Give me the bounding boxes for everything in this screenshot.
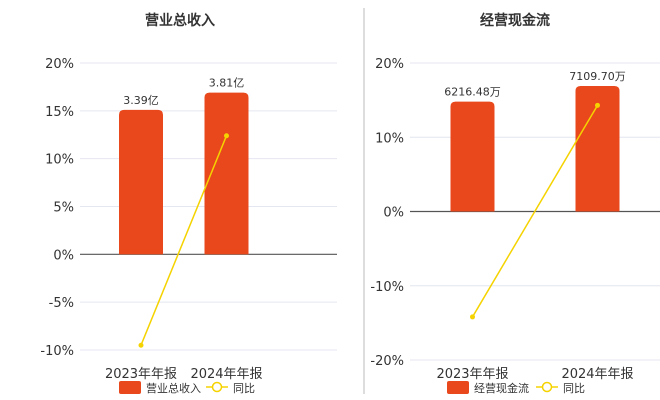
chart-title: 经营现金流 [480,12,550,29]
bar-data-label: 3.39亿 [123,94,159,107]
x-axis-categories: 2023年年报 2024年年报 [105,367,263,382]
legend-line-label: 同比 [563,382,585,395]
y-tick-label: 5% [53,201,74,216]
revenue-chart-panel: 营业总收入 -10% -5% 0% 5% 10% 15% 20% 3.39亿 3.81亿 20… [40,12,337,395]
y-tick-label: 20% [45,57,74,72]
bar-data-label: 6216.48万 [444,86,501,99]
y-tick-label: 0% [53,248,74,263]
yoy-line [471,104,599,318]
y-tick-label: 20% [375,57,404,72]
legend-bar-swatch [447,381,469,394]
x-category-label: 2024年年报 [561,367,633,382]
legend: 营业总收入 同比 [119,381,255,395]
bar-data-label: 3.81亿 [209,77,245,90]
y-tick-label: -20% [370,354,404,369]
cashflow-chart-panel: 经营现金流 -20%-10%0%10%20% 6216.48万7109.70万 … [370,12,660,395]
yoy-line-series [470,102,600,320]
bar-series: 6216.48万 7109.70万 [444,70,626,212]
bar-data-label: 7109.70万 [569,70,626,83]
x-category-label: 2024年年报 [190,367,262,382]
y-tick-label: -10% [370,280,404,295]
y-axis-ticks: -20% -10% 0% 10% 20% [370,57,404,369]
bar [204,92,249,255]
bar [575,86,620,212]
legend-bar-label: 营业总收入 [146,381,201,395]
y-tick-label: 10% [375,131,404,146]
bar-series: 3.39亿 3.81亿 [119,77,249,255]
legend-line-marker [211,381,223,393]
chart-title: 营业总收入 [145,12,215,29]
yoy-point [470,314,475,320]
legend-bar-swatch [119,381,141,394]
yoy-point [224,133,229,139]
x-category-label: 2023年年报 [105,367,177,382]
legend-line-marker [541,381,553,393]
yoy-line-series [138,133,229,348]
x-axis-categories: 2023年年报 2024年年报 [436,367,633,382]
yoy-line [140,135,228,346]
y-tick-label: 0% [383,206,404,221]
y-tick-label: -5% [49,296,74,311]
bar [450,101,495,212]
y-tick-label: 15% [45,105,74,120]
x-category-label: 2023年年报 [436,367,508,382]
y-axis-ticks: -10% -5% 0% 5% 10% 15% 20% [40,57,74,359]
legend-bar-label: 经营现金流 [474,381,529,395]
legend: 经营现金流 同比 [447,381,585,395]
bar [119,109,163,255]
y-tick-label: -10% [40,344,74,359]
legend-line-label: 同比 [233,382,255,395]
y-tick-label: 10% [45,153,74,168]
yoy-point [138,342,144,348]
yoy-point [595,102,600,108]
